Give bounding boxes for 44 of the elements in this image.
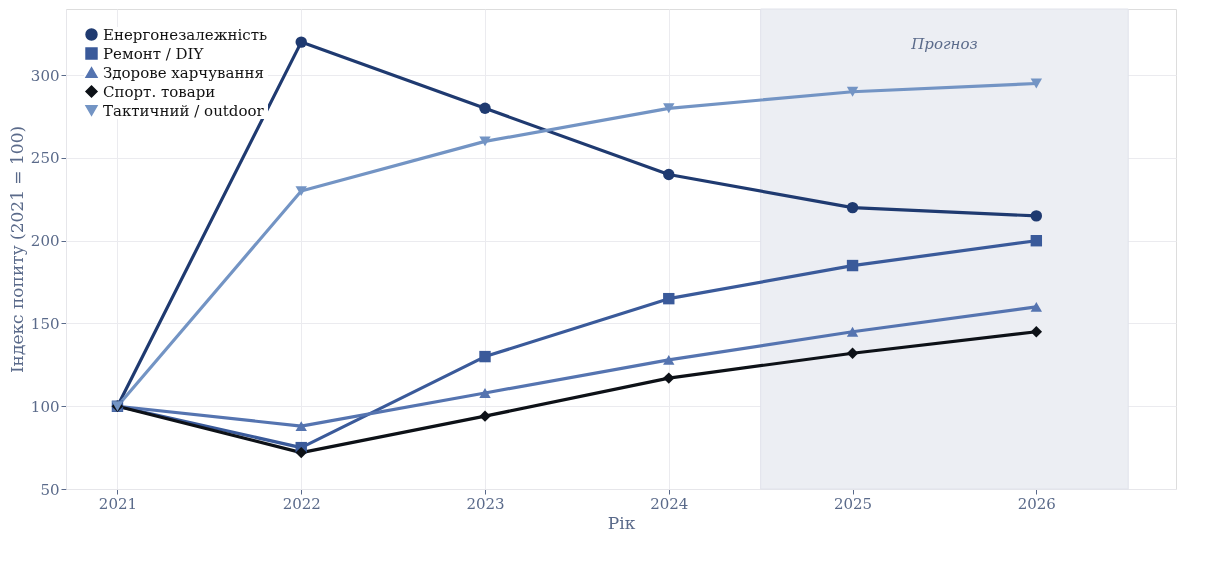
point: [663, 354, 675, 365]
x-tick-label: 2025: [833, 494, 873, 513]
x-tick-label: 2023: [466, 494, 505, 513]
x-tick-label: 2022: [282, 494, 321, 513]
point: [295, 446, 307, 459]
y-axis-title: Індекс попиту (2021 = 100): [6, 125, 27, 374]
legend-label: Спорт. товари: [103, 82, 216, 101]
point: [846, 201, 859, 214]
x-tick-label: 2021: [98, 494, 138, 513]
legend-label: Тактичний / outdoor: [103, 101, 265, 120]
point: [479, 350, 491, 363]
point: [479, 410, 491, 422]
point: [663, 292, 675, 305]
point: [663, 103, 675, 114]
legend-label: Здорове харчування: [103, 63, 264, 82]
y-tick-label: 200: [30, 232, 60, 251]
point: [1030, 235, 1043, 247]
point: [479, 136, 491, 147]
point: [846, 326, 859, 337]
point: [663, 168, 675, 181]
point: [295, 421, 307, 432]
point: [479, 388, 491, 398]
x-axis-title: Рік: [607, 512, 636, 533]
y-tick-label: 300: [30, 66, 60, 85]
x-tick-label: 2026: [1017, 494, 1056, 513]
point: [846, 86, 859, 97]
point: [663, 372, 675, 384]
point: [1030, 326, 1043, 338]
point: [479, 102, 491, 114]
legend-label: Ремонт / DIY: [103, 44, 205, 63]
point: [1030, 301, 1043, 312]
y-tick-label: 50: [40, 480, 60, 499]
point: [1030, 78, 1043, 89]
legend-label: Енергонезалежність: [103, 25, 268, 44]
point: [295, 186, 307, 197]
y-tick-label: 150: [30, 314, 60, 333]
y-tick-label: 100: [30, 397, 60, 416]
point: [846, 347, 859, 359]
point: [1030, 210, 1043, 222]
x-tick-label: 2024: [650, 494, 689, 513]
band-label: Прогноз: [910, 35, 978, 53]
y-tick-label: 250: [30, 149, 60, 168]
point: [295, 36, 307, 48]
point: [846, 259, 859, 272]
